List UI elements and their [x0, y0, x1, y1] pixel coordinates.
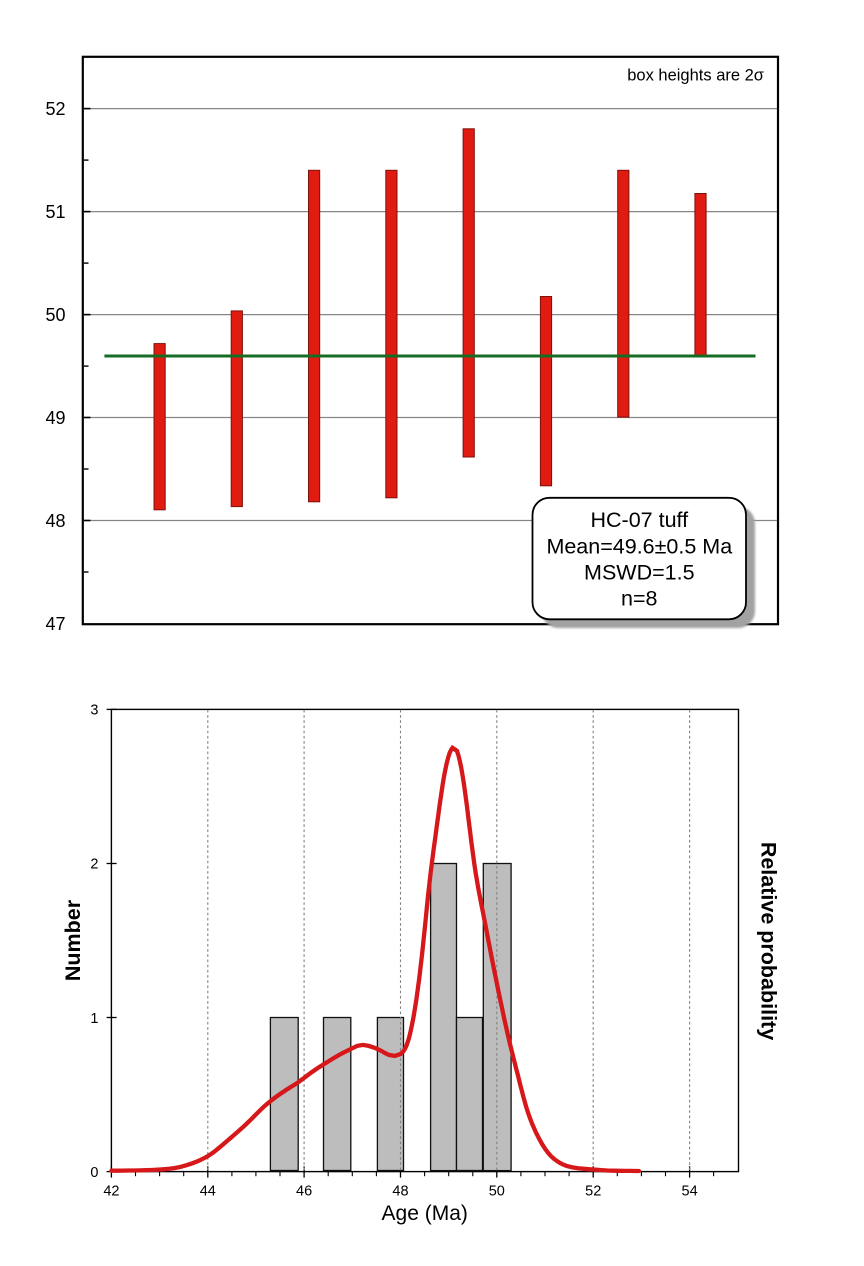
svg-text:HC-07 tuff: HC-07 tuff [591, 508, 689, 532]
svg-text:50: 50 [489, 1184, 505, 1200]
svg-text:48: 48 [45, 511, 65, 531]
svg-text:48: 48 [392, 1184, 408, 1200]
svg-text:MSWD=1.5: MSWD=1.5 [584, 561, 695, 585]
svg-text:51: 51 [45, 202, 65, 222]
svg-text:n=8: n=8 [621, 587, 658, 611]
svg-text:49: 49 [45, 408, 65, 428]
svg-text:box heights are 2σ: box heights are 2σ [627, 67, 764, 85]
svg-text:52: 52 [585, 1184, 601, 1200]
svg-text:2: 2 [90, 857, 98, 873]
svg-text:Mean=49.6±0.5 Ma: Mean=49.6±0.5 Ma [546, 535, 732, 559]
svg-text:3: 3 [90, 703, 98, 719]
svg-text:46: 46 [296, 1184, 312, 1200]
svg-text:44: 44 [200, 1184, 216, 1200]
svg-text:1: 1 [90, 1011, 98, 1027]
svg-text:Number: Number [61, 899, 85, 981]
svg-text:50: 50 [45, 305, 65, 325]
svg-text:0: 0 [90, 1165, 98, 1181]
svg-text:47: 47 [45, 614, 65, 634]
svg-text:Relative probability: Relative probability [757, 842, 781, 1040]
svg-text:52: 52 [45, 99, 65, 119]
svg-text:Age (Ma): Age (Ma) [382, 1202, 468, 1225]
svg-text:54: 54 [682, 1184, 698, 1200]
svg-text:42: 42 [103, 1184, 119, 1200]
